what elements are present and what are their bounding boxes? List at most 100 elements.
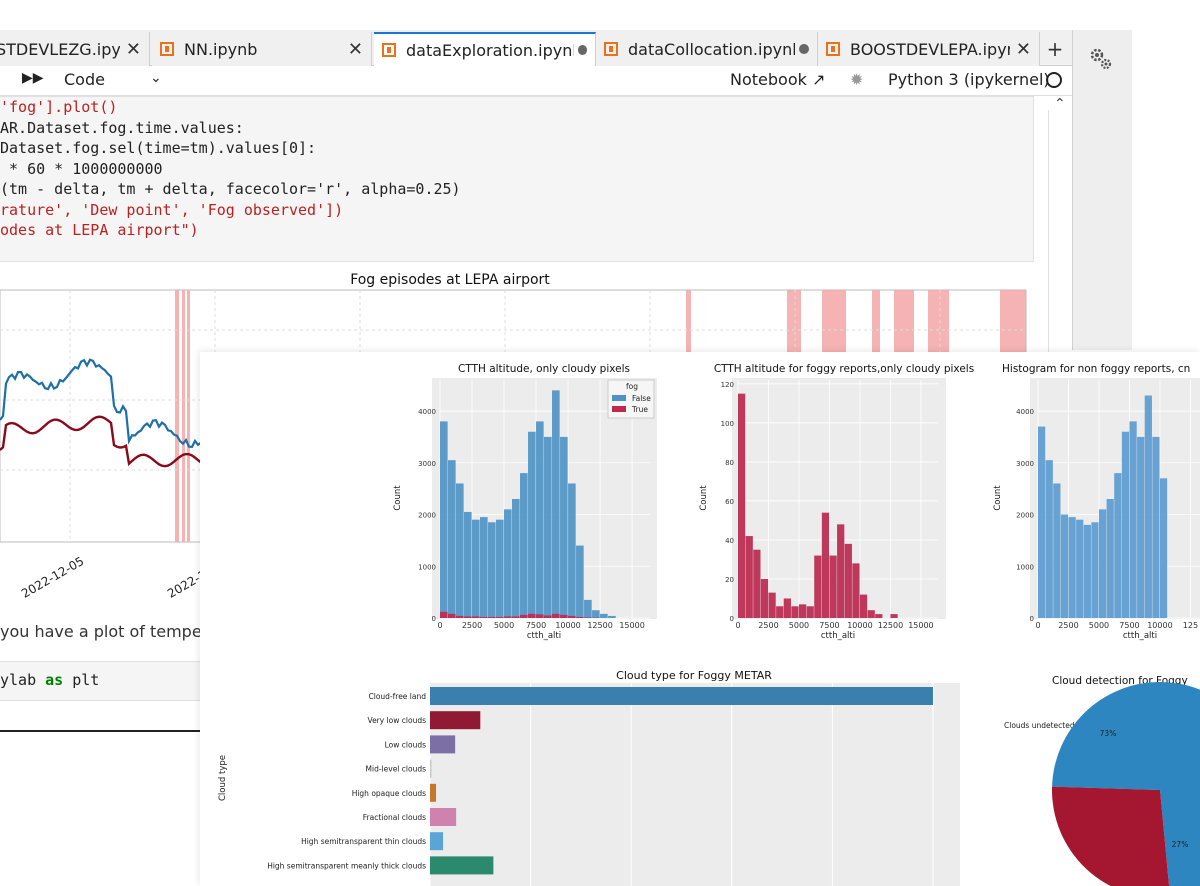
new-tab-button[interactable]: + [1046, 37, 1064, 61]
chart-cloud-detection-pie: Cloud detection for Foggy Clouds undetec… [1004, 675, 1200, 886]
histogram-bar [1076, 519, 1084, 618]
tab-dataexploration[interactable]: dataExploration.ipynb [374, 32, 596, 66]
histogram-bar [608, 615, 616, 618]
histogram-bar [875, 614, 883, 618]
histogram-bar [791, 606, 799, 618]
histogram-bar [568, 615, 576, 618]
tab-nn[interactable]: NN.ipynb ✕ [152, 32, 372, 66]
histogram-bar [544, 615, 552, 618]
pie-slice [1052, 682, 1200, 886]
histogram-bar [536, 421, 544, 618]
tab-datacollocation[interactable]: dataCollocation.ipynb [596, 32, 818, 66]
code-line: (tm - delta, tm + delta, facecolor='r', … [0, 180, 461, 198]
open-in-notebook-button[interactable]: Notebook ↗ [730, 70, 825, 89]
tab-label: BOOSTDEVLEPA.ipynb [850, 39, 1010, 59]
external-link-icon: ↗ [811, 70, 826, 89]
histogram-bar [1060, 514, 1069, 618]
histogram-bar [844, 543, 852, 618]
histogram-bar [512, 616, 520, 618]
histogram-bar [1159, 478, 1168, 618]
code-line: ylab as plt [0, 671, 100, 689]
code-line: * 60 * 1000000000 [0, 159, 163, 178]
notebook-icon [604, 42, 618, 56]
y-tick-label: 40 [725, 537, 734, 545]
x-tick-label: 2500 [462, 621, 482, 630]
histogram-bar [456, 615, 464, 618]
cell-divider [0, 730, 210, 732]
fast-forward-icon[interactable]: ▶▶ [22, 70, 44, 86]
close-icon[interactable]: ✕ [1015, 38, 1031, 60]
unsaved-indicator-icon[interactable] [577, 45, 587, 55]
histogram-bar [1121, 431, 1130, 618]
x-tick-label: 12500 [878, 621, 903, 630]
cloud-type-bar [430, 832, 444, 851]
histogram-bar [568, 483, 576, 618]
histogram-bar [576, 545, 584, 618]
tab-label: dataCollocation.ipynb [628, 39, 796, 59]
close-icon[interactable]: ✕ [347, 38, 363, 60]
legend-swatch [612, 395, 626, 401]
y-tick-label: 3000 [1016, 460, 1034, 468]
legend-entry: False [632, 394, 651, 403]
histogram-bar [544, 436, 552, 618]
histogram-bar [456, 483, 464, 618]
fog-plot-title: Fog episodes at LEPA airport [350, 272, 550, 288]
histogram-bar [745, 536, 753, 618]
histogram-bar [440, 611, 448, 618]
category-label: Mid-level clouds [366, 765, 427, 774]
x-tick-label: 2500 [1058, 621, 1078, 630]
y-tick-label: 3000 [418, 460, 436, 468]
histogram-bar [867, 610, 875, 618]
cell-type-select[interactable]: Code [64, 70, 105, 89]
code-editor[interactable]: 'fog'].plot() AR.Dataset.fog.time.values… [0, 97, 461, 241]
y-tick-label: 100 [721, 420, 734, 428]
kernel-name-button[interactable]: Python 3 (ipykernel) [888, 70, 1050, 89]
overlay-figure: CTTH altitude, only cloudy pixels ctth_a… [200, 352, 1200, 886]
cloud-type-bar [430, 735, 456, 754]
y-tick-label: 60 [725, 498, 734, 506]
code-cell[interactable]: 'fog'].plot() AR.Dataset.fog.time.values… [0, 96, 1034, 262]
tab-stdevlezg[interactable]: STDEVLEZG.ipynb ✕ [0, 32, 150, 66]
property-inspector-gear-icon[interactable] [1088, 46, 1114, 72]
scroll-up-chevron-icon[interactable]: ⌃ [1054, 96, 1066, 112]
histogram-bar [560, 436, 568, 618]
notebook-tab-bar: STDEVLEZG.ipynb ✕ NN.ipynb ✕ dataExplora… [0, 30, 1072, 66]
cloud-type-bar [430, 759, 432, 778]
histogram-bar [1129, 421, 1137, 618]
unsaved-indicator-icon[interactable] [799, 44, 809, 54]
histogram-bar [472, 616, 480, 618]
x-tick-label: 2500 [758, 621, 778, 630]
tab-label: dataExploration.ipynb [406, 40, 574, 60]
debugger-bug-icon[interactable]: ✹ [850, 70, 864, 89]
histogram-bar [890, 614, 898, 618]
close-icon[interactable]: ✕ [125, 38, 141, 60]
histogram-bar [528, 431, 536, 618]
histogram-bar [552, 613, 560, 618]
pie-value-label: 73% [1100, 729, 1117, 738]
markdown-text: you have a plot of tempera [0, 622, 219, 641]
category-label: High opaque clouds [352, 789, 426, 798]
histogram-bar [1098, 509, 1107, 618]
x-tick-label: 5000 [789, 621, 809, 630]
histogram-bar [440, 421, 448, 618]
histogram-bar [806, 606, 814, 618]
histogram-bar [859, 594, 868, 618]
histogram-bar [448, 613, 456, 618]
histogram-bar [798, 604, 807, 618]
histogram-bar [496, 519, 504, 618]
code-cell-import[interactable]: ylab as plt [0, 661, 210, 701]
legend-title: fog [626, 382, 638, 391]
tab-boostdevlepa[interactable]: BOOSTDEVLEPA.ipynb ✕ [818, 32, 1040, 66]
y-tick-label: 2000 [1016, 512, 1034, 520]
histogram-bar [738, 393, 746, 618]
histogram-bar [488, 616, 496, 618]
x-tick-label: 7500 [819, 621, 839, 630]
chevron-down-icon[interactable]: ⌄ [150, 70, 162, 86]
x-tick-label: 2022-12-05 [19, 554, 86, 601]
histogram-bar [814, 555, 822, 618]
histogram-bar [464, 511, 472, 618]
notebook-icon [826, 42, 840, 56]
fog-span [182, 290, 185, 542]
chart-title: Histogram for non foggy reports, cn [1002, 363, 1190, 375]
